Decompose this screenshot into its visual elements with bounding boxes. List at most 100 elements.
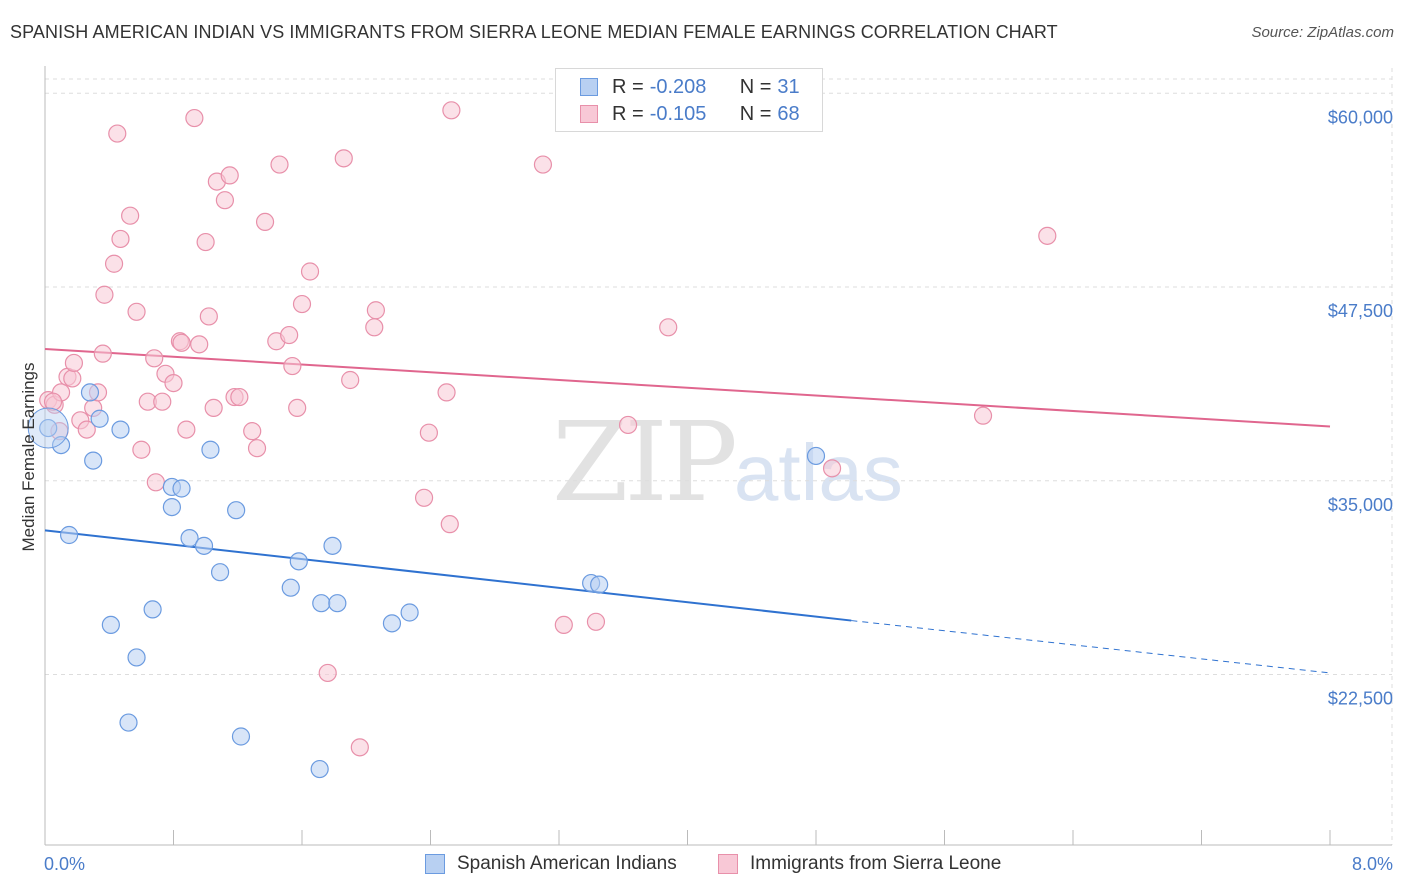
legend-r-label: R = bbox=[612, 75, 644, 98]
point-sierra-leone bbox=[365, 318, 384, 337]
point-sierra-leone bbox=[280, 325, 299, 345]
point-spanish-american-indian bbox=[382, 614, 402, 633]
legend-n-label: N = bbox=[739, 102, 772, 125]
correlation-legend: R = -0.208 N = 31 R = -0.105 N = 68 bbox=[555, 68, 823, 132]
point-sierra-leone bbox=[145, 349, 164, 368]
point-sierra-leone bbox=[247, 439, 267, 458]
point-sierra-leone bbox=[111, 229, 130, 249]
x-tick-label: 0.0% bbox=[44, 854, 85, 874]
point-spanish-american-indian bbox=[194, 536, 214, 555]
point-sierra-leone bbox=[164, 374, 183, 393]
point-sierra-leone bbox=[292, 294, 312, 314]
legend-swatch-blue bbox=[580, 78, 598, 96]
point-spanish-american-indian bbox=[84, 451, 103, 470]
point-sierra-leone bbox=[199, 307, 218, 326]
point-sierra-leone bbox=[64, 353, 84, 373]
point-sierra-leone bbox=[215, 191, 234, 210]
y-tick-label: $60,000 bbox=[1328, 107, 1393, 127]
point-sierra-leone bbox=[146, 473, 165, 492]
point-spanish-american-indian bbox=[289, 552, 308, 571]
point-sierra-leone bbox=[350, 738, 369, 757]
point-sierra-leone bbox=[108, 124, 127, 143]
point-sierra-leone bbox=[341, 370, 360, 390]
point-spanish-american-indian bbox=[101, 615, 120, 635]
point-spanish-american-indian bbox=[127, 648, 146, 667]
y-tick-label: $35,000 bbox=[1328, 495, 1393, 515]
point-sierra-leone bbox=[77, 420, 96, 439]
point-sierra-leone bbox=[414, 488, 434, 507]
point-spanish-american-indian bbox=[180, 528, 199, 548]
point-sierra-leone bbox=[437, 383, 456, 402]
point-spanish-american-indian bbox=[231, 727, 251, 746]
point-sierra-leone bbox=[618, 415, 638, 435]
watermark-zip: ZIP bbox=[552, 398, 738, 526]
point-sierra-leone bbox=[63, 369, 82, 388]
point-spanish-american-indian bbox=[328, 594, 347, 613]
watermark: ZIPatlas bbox=[552, 398, 903, 526]
point-sierra-leone bbox=[533, 155, 553, 174]
point-sierra-leone bbox=[127, 302, 146, 321]
point-spanish-american-indian bbox=[312, 594, 331, 613]
x-tick-label: 8.0% bbox=[1352, 854, 1393, 874]
trend-line-series2 bbox=[44, 348, 1331, 428]
point-spanish-american-indian bbox=[143, 600, 162, 619]
point-sierra-leone bbox=[172, 333, 191, 352]
point-spanish-american-indian bbox=[80, 383, 100, 402]
point-sierra-leone bbox=[43, 392, 63, 411]
bottom-legend-series1: Spanish American Indians bbox=[425, 851, 677, 877]
trend-line-series1-extension bbox=[851, 620, 1331, 674]
point-sierra-leone bbox=[95, 285, 114, 304]
legend-row-series1: R = -0.208 N = 31 bbox=[580, 75, 800, 99]
point-sierra-leone bbox=[440, 515, 459, 534]
legend-swatch-pink bbox=[580, 105, 598, 123]
point-spanish-american-indian bbox=[806, 446, 826, 466]
point-sierra-leone bbox=[196, 232, 215, 252]
point-sierra-leone bbox=[204, 398, 223, 417]
point-spanish-american-indian bbox=[590, 575, 609, 594]
point-spanish-american-indian bbox=[210, 563, 230, 582]
point-sierra-leone bbox=[1038, 226, 1057, 245]
point-sierra-leone bbox=[554, 615, 573, 635]
point-sierra-leone bbox=[419, 423, 438, 442]
point-sierra-leone bbox=[230, 387, 249, 407]
point-spanish-american-indian bbox=[39, 418, 58, 438]
point-spanish-american-indian-large bbox=[27, 407, 69, 449]
point-spanish-american-indian bbox=[51, 436, 71, 455]
point-sierra-leone bbox=[190, 335, 209, 354]
point-spanish-american-indian bbox=[400, 603, 419, 622]
point-sierra-leone bbox=[300, 262, 320, 281]
point-sierra-leone bbox=[93, 344, 112, 363]
point-spanish-american-indian bbox=[172, 479, 191, 498]
axis-labels: $22,500 $35,000 $47,500 $60,000 0.0% 8.0% Medi… bbox=[19, 107, 1393, 874]
point-sierra-leone bbox=[283, 356, 302, 376]
point-sierra-leone bbox=[366, 301, 385, 320]
chart-source: Source: ZipAtlas.com bbox=[1251, 24, 1394, 41]
point-spanish-american-indian bbox=[201, 440, 220, 459]
legend-row-series2: R = -0.105 N = 68 bbox=[580, 102, 800, 126]
watermark-atlas: atlas bbox=[733, 428, 903, 517]
legend-n-label: N = bbox=[739, 75, 772, 98]
point-sierra-leone bbox=[822, 459, 842, 478]
axes bbox=[44, 66, 1392, 846]
point-sierra-leone bbox=[104, 254, 124, 273]
data-points bbox=[27, 101, 1057, 779]
legend-r-label: R = bbox=[612, 102, 644, 125]
y-axis-title: Median Female Earnings bbox=[19, 363, 38, 552]
grid-lines bbox=[45, 68, 1393, 845]
legend-n-value-series1: 31 bbox=[777, 75, 800, 98]
legend-r-value-series1: -0.208 bbox=[649, 75, 707, 98]
trend-line-series1 bbox=[44, 529, 852, 622]
point-sierra-leone bbox=[442, 101, 461, 120]
point-sierra-leone bbox=[220, 166, 239, 185]
point-sierra-leone bbox=[121, 206, 140, 225]
point-sierra-leone bbox=[318, 663, 337, 683]
y-tick-label: $22,500 bbox=[1328, 689, 1393, 709]
point-spanish-american-indian bbox=[111, 420, 130, 439]
point-sierra-leone bbox=[243, 422, 262, 441]
point-spanish-american-indian bbox=[310, 759, 329, 779]
trend-lines bbox=[44, 348, 1331, 674]
point-sierra-leone bbox=[334, 149, 353, 168]
point-spanish-american-indian bbox=[59, 525, 79, 545]
point-spanish-american-indian bbox=[162, 498, 181, 517]
